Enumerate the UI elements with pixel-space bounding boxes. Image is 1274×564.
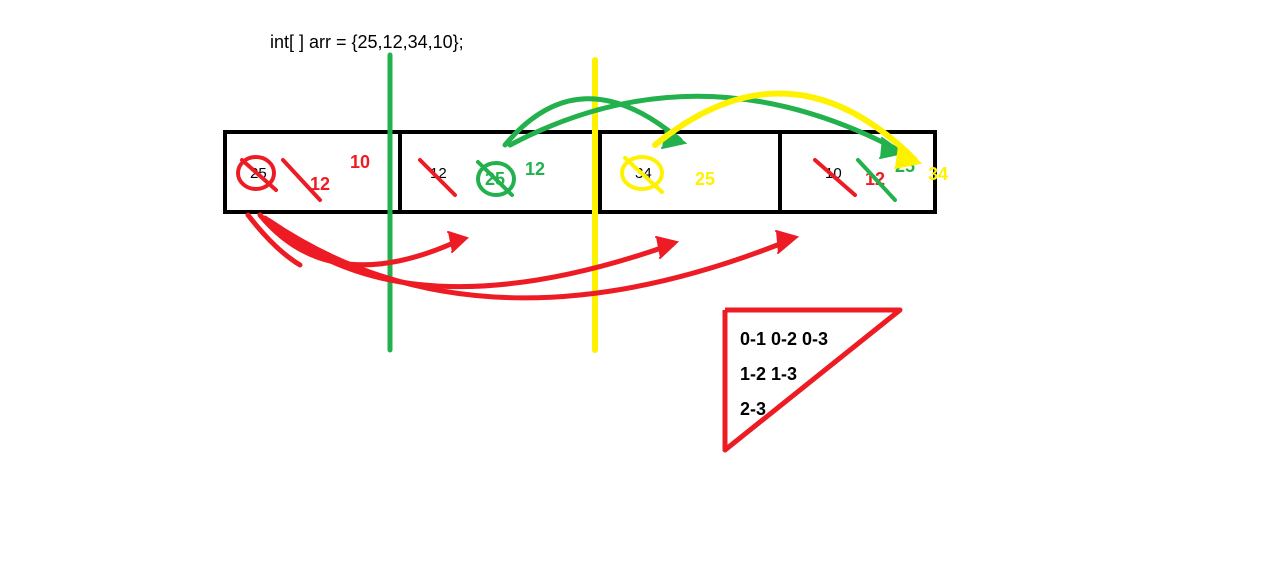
pairs-row-1: 1-2 1-3	[740, 364, 797, 384]
cell0-ov-10: 10	[350, 152, 370, 172]
cell3-ov-34: 34	[928, 164, 948, 184]
pairs-row-2: 2-3	[740, 399, 766, 419]
red-arrow-2-head	[656, 237, 677, 258]
cell3-strike-green	[858, 160, 895, 200]
red-arrow-3	[268, 220, 790, 298]
yellow-arrow-1	[655, 94, 915, 160]
code-declaration: int[ ] arr = {25,12,34,10};	[270, 32, 464, 52]
cell2-ov-25: 25	[695, 169, 715, 189]
red-arrow-3-head	[776, 231, 797, 253]
cell0-ov-12: 12	[310, 174, 330, 194]
red-arrows	[248, 215, 797, 298]
diagram-canvas: int[ ] arr = {25,12,34,10}; 25 12 10 12 …	[0, 0, 1274, 564]
pairs-row-0: 0-1 0-2 0-3	[740, 329, 828, 349]
cell1-ov-12: 12	[525, 159, 545, 179]
red-arrow-1-head	[448, 232, 467, 252]
